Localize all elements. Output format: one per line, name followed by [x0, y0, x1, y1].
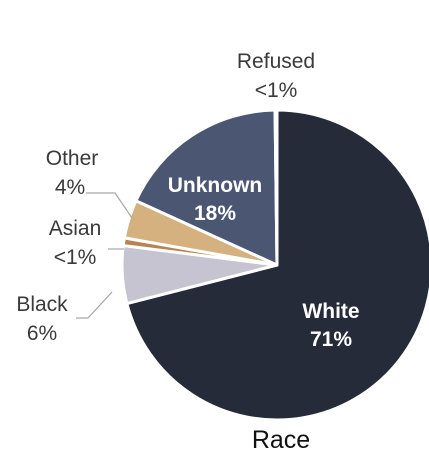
white-label-name: White	[302, 300, 359, 323]
pie-slices	[120, 108, 429, 422]
black-label-value: 6%	[27, 322, 57, 345]
asian-label-name: Asian	[49, 217, 102, 240]
refused-label-value: <1%	[255, 79, 298, 102]
refused-label-name: Refused	[237, 50, 315, 73]
other-leader-line	[86, 192, 133, 219]
chart-title: Race	[252, 426, 310, 454]
unknown-label-value: 18%	[194, 202, 236, 225]
white-label-value: 71%	[310, 328, 352, 351]
black-leader-line	[76, 291, 113, 319]
other-label-name: Other	[46, 147, 99, 170]
black-label-name: Black	[16, 293, 68, 316]
other-label-value: 4%	[55, 176, 85, 199]
pie-slice-unknown	[134, 108, 279, 267]
unknown-label-name: Unknown	[168, 174, 263, 197]
asian-label-value: <1%	[54, 246, 97, 269]
pie-slice-refused	[273, 108, 279, 267]
